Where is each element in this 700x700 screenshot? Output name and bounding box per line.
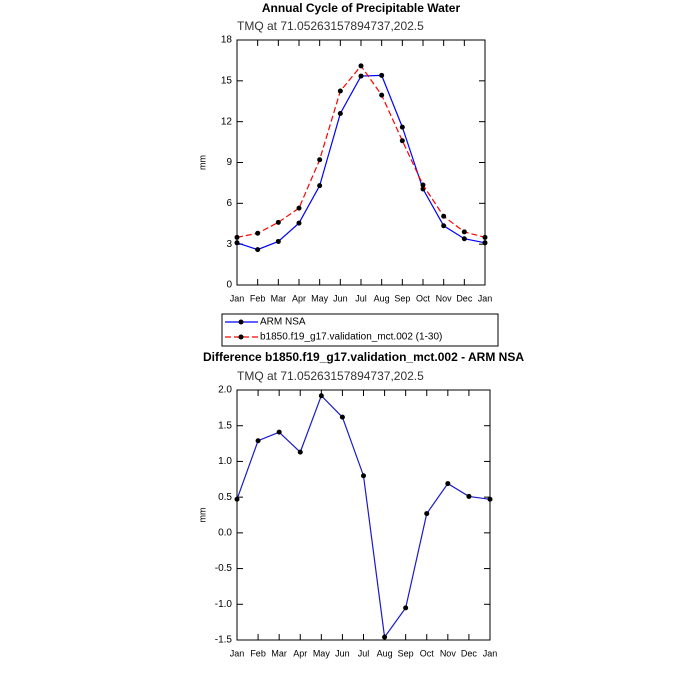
x-tick-label: Apr <box>292 293 306 303</box>
x-tick-label: Sep <box>398 648 414 658</box>
data-line <box>236 394 491 639</box>
y-tick-label: -1.0 <box>215 599 233 610</box>
x-tick-label: May <box>311 293 329 303</box>
data-point <box>318 393 324 399</box>
data-point <box>461 236 467 242</box>
plot-frame <box>236 389 491 641</box>
data-point <box>358 63 364 69</box>
chart-subtitle: TMQ at 71.05263157894737,202.5 <box>237 19 424 33</box>
legend-label: b1850.f19_g17.validation_mct.002 (1-30) <box>260 332 442 343</box>
data-point <box>275 238 281 244</box>
data-point <box>276 429 282 435</box>
x-tick-label: Jul <box>358 648 370 658</box>
data-line <box>236 64 486 238</box>
data-point <box>317 183 323 189</box>
y-tick-label: 18 <box>221 35 233 46</box>
y-tick-label: 12 <box>221 116 233 127</box>
x-tick-label: May <box>313 648 331 658</box>
data-point <box>382 634 388 640</box>
y-tick-label: 0 <box>226 280 232 291</box>
data-point <box>424 511 430 517</box>
data-point <box>399 124 405 130</box>
y-axis-label: mm <box>197 508 207 523</box>
data-point <box>487 496 493 502</box>
y-tick-label: 0.0 <box>218 527 232 538</box>
data-point <box>297 449 303 455</box>
data-line <box>236 74 486 251</box>
legend-dot <box>238 334 244 340</box>
data-point <box>441 213 447 219</box>
data-point <box>317 157 323 163</box>
x-tick-label: Dec <box>461 648 478 658</box>
y-tick-label: 1.0 <box>218 456 232 467</box>
x-tick-label: Aug <box>377 648 393 658</box>
x-tick-label: Dec <box>456 293 473 303</box>
x-tick-label: Jan <box>478 293 493 303</box>
data-point <box>441 223 447 229</box>
y-tick-label: 6 <box>226 198 232 209</box>
data-point <box>482 234 488 240</box>
y-tick-label: 15 <box>221 75 233 86</box>
legend-box <box>221 313 499 347</box>
data-point <box>403 605 409 611</box>
data-point <box>255 247 261 253</box>
data-point <box>445 481 451 487</box>
x-tick-label: Mar <box>271 648 287 658</box>
x-tick-label: Oct <box>420 648 435 658</box>
x-tick-label: Jan <box>230 293 245 303</box>
y-tick-label: 1.5 <box>218 420 232 431</box>
legend-dot <box>238 319 244 325</box>
data-point <box>379 92 385 98</box>
x-tick-label: Feb <box>250 648 266 658</box>
data-point <box>482 240 488 246</box>
data-point <box>466 493 472 499</box>
data-point <box>337 111 343 116</box>
data-point <box>255 438 261 444</box>
data-point <box>234 240 240 246</box>
y-tick-label: 9 <box>226 157 232 168</box>
x-tick-label: Jan <box>230 648 245 658</box>
x-tick-label: Jan <box>483 648 498 658</box>
x-tick-label: Aug <box>374 293 390 303</box>
legend-label: ARM NSA <box>260 317 306 328</box>
data-point <box>399 138 405 144</box>
chart-subtitle: TMQ at 71.05263157894737,202.5 <box>237 369 424 383</box>
x-tick-label: Nov <box>440 648 457 658</box>
data-point <box>275 219 281 225</box>
x-tick-label: Oct <box>416 293 431 303</box>
x-tick-label: Jul <box>355 293 367 303</box>
x-tick-label: Sep <box>394 293 410 303</box>
y-axis-label: mm <box>197 155 207 170</box>
data-point <box>296 220 302 226</box>
x-tick-label: Jun <box>333 293 348 303</box>
data-point <box>358 73 364 79</box>
x-tick-label: Nov <box>436 293 453 303</box>
y-tick-label: -0.5 <box>215 563 233 574</box>
x-tick-label: Mar <box>271 293 287 303</box>
data-point <box>339 414 345 420</box>
y-tick-label: 2.0 <box>218 385 232 396</box>
data-point <box>234 496 240 502</box>
x-tick-label: Apr <box>293 648 307 658</box>
x-tick-label: Feb <box>250 293 266 303</box>
data-point <box>296 205 302 211</box>
y-tick-label: 3 <box>226 239 232 250</box>
data-point <box>337 88 343 94</box>
data-point <box>255 230 261 236</box>
data-point <box>361 473 366 479</box>
y-tick-label: 0.5 <box>218 492 232 503</box>
data-point <box>379 72 385 78</box>
data-point <box>234 234 240 240</box>
chart-title: Annual Cycle of Precipitable Water <box>262 1 461 15</box>
y-tick-label: -1.5 <box>215 635 233 646</box>
chart-title: Difference b1850.f19_g17.validation_mct.… <box>203 350 524 364</box>
x-tick-label: Jun <box>335 648 350 658</box>
data-point <box>420 182 426 188</box>
data-point <box>461 229 467 235</box>
